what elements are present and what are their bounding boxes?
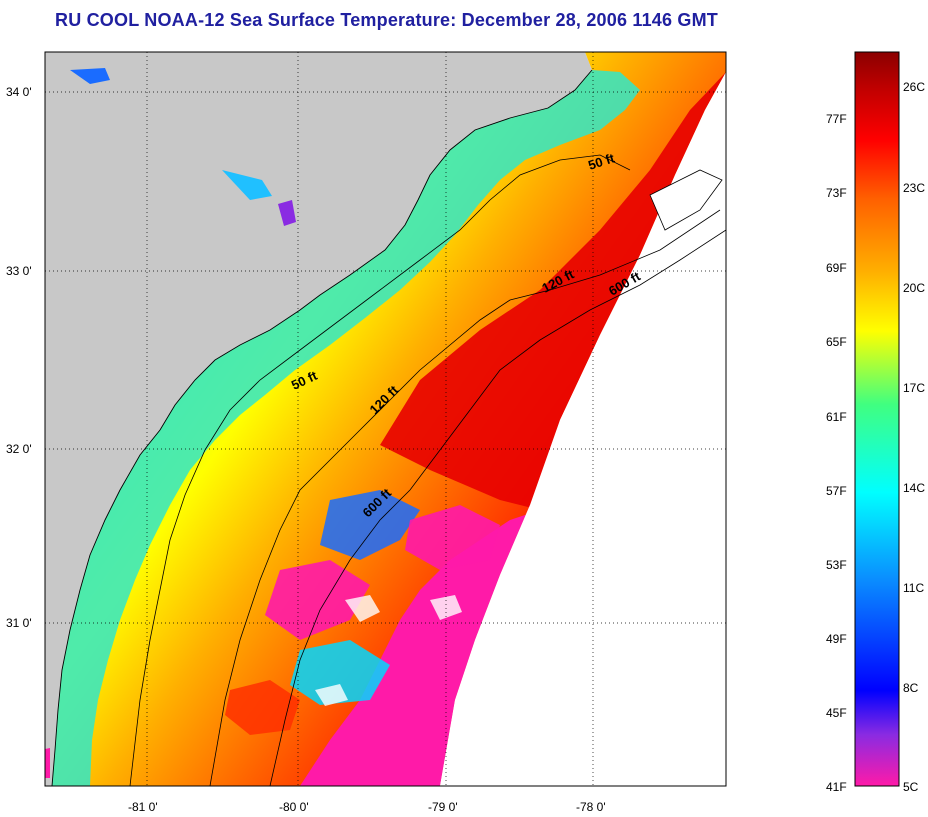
colorbar-f-label: 73F: [826, 186, 847, 200]
cold-filament-3: [290, 640, 390, 705]
colorbar-f-label: 65F: [826, 335, 847, 349]
lon-label: -79 0': [428, 800, 458, 814]
colorbar-f-label: 53F: [826, 558, 847, 572]
cold-water-area: [300, 505, 540, 786]
colorbar-f-label: 41F: [826, 780, 847, 794]
inland-lake-2: [222, 170, 272, 200]
colorbar-f-label: 61F: [826, 410, 847, 424]
isobath-600ft: [269, 229, 726, 786]
lon-label: -81 0': [128, 800, 158, 814]
colorbar-c-label: 20C: [903, 281, 926, 295]
cold-filament-2: [265, 560, 370, 640]
lon-label: -78 0': [576, 800, 606, 814]
lat-label: 33 0': [6, 264, 32, 278]
cold-filament-4: [405, 505, 500, 570]
isobath-50ft: [129, 154, 631, 786]
sst-swath: [52, 52, 726, 786]
lat-label: 34 0': [6, 85, 32, 99]
colorbar: [854, 51, 900, 787]
inland-lake-3: [278, 200, 296, 226]
colorbar-c-label: 17C: [903, 381, 926, 395]
colorbar-c-label: 11C: [903, 581, 925, 595]
isobath-120ft: [209, 209, 721, 786]
colorbar-c-label: 5C: [903, 780, 919, 794]
colorbar-f-label: 57F: [826, 484, 847, 498]
plot-frame: [44, 51, 727, 787]
lon-label: -80 0': [279, 800, 309, 814]
colorbar-f-label: 77F: [826, 112, 847, 126]
cold-filament-5: [315, 595, 462, 706]
white-gap-east: [440, 72, 726, 786]
colorbar-c-label: 8C: [903, 681, 919, 695]
land-mass: [45, 52, 592, 786]
colorbar-f-label: 45F: [826, 706, 847, 720]
cold-filament-1: [320, 490, 420, 560]
colorbar-c-label: 14C: [903, 481, 926, 495]
lat-label: 31 0': [6, 616, 32, 630]
colorbar-f-label: 49F: [826, 632, 847, 646]
colorbar-c-label: 26C: [903, 80, 926, 94]
page-title: RU COOL NOAA-12 Sea Surface Temperature:…: [55, 10, 718, 30]
inland-lake-1: [70, 68, 110, 84]
gulf-stream-core: [380, 72, 726, 510]
colorbar-f-label: 69F: [826, 261, 847, 275]
colorbar-c-label: 23C: [903, 181, 926, 195]
cape-fear-peninsula: [649, 169, 723, 231]
nearshore-band: [52, 70, 640, 786]
coastline: [51, 69, 593, 786]
grid-lines: [45, 52, 726, 786]
warm-patch-south: [225, 680, 300, 735]
inland-lake-4: [45, 748, 50, 778]
lat-label: 32 0': [6, 442, 32, 456]
